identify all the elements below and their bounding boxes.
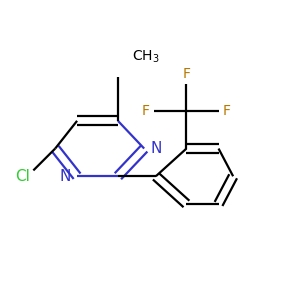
Text: CH$_3$: CH$_3$: [133, 49, 160, 65]
Text: F: F: [223, 103, 231, 118]
Text: Cl: Cl: [16, 169, 30, 184]
Text: N: N: [60, 169, 71, 184]
Text: F: F: [182, 68, 190, 82]
Text: F: F: [142, 103, 150, 118]
Text: N: N: [150, 141, 161, 156]
